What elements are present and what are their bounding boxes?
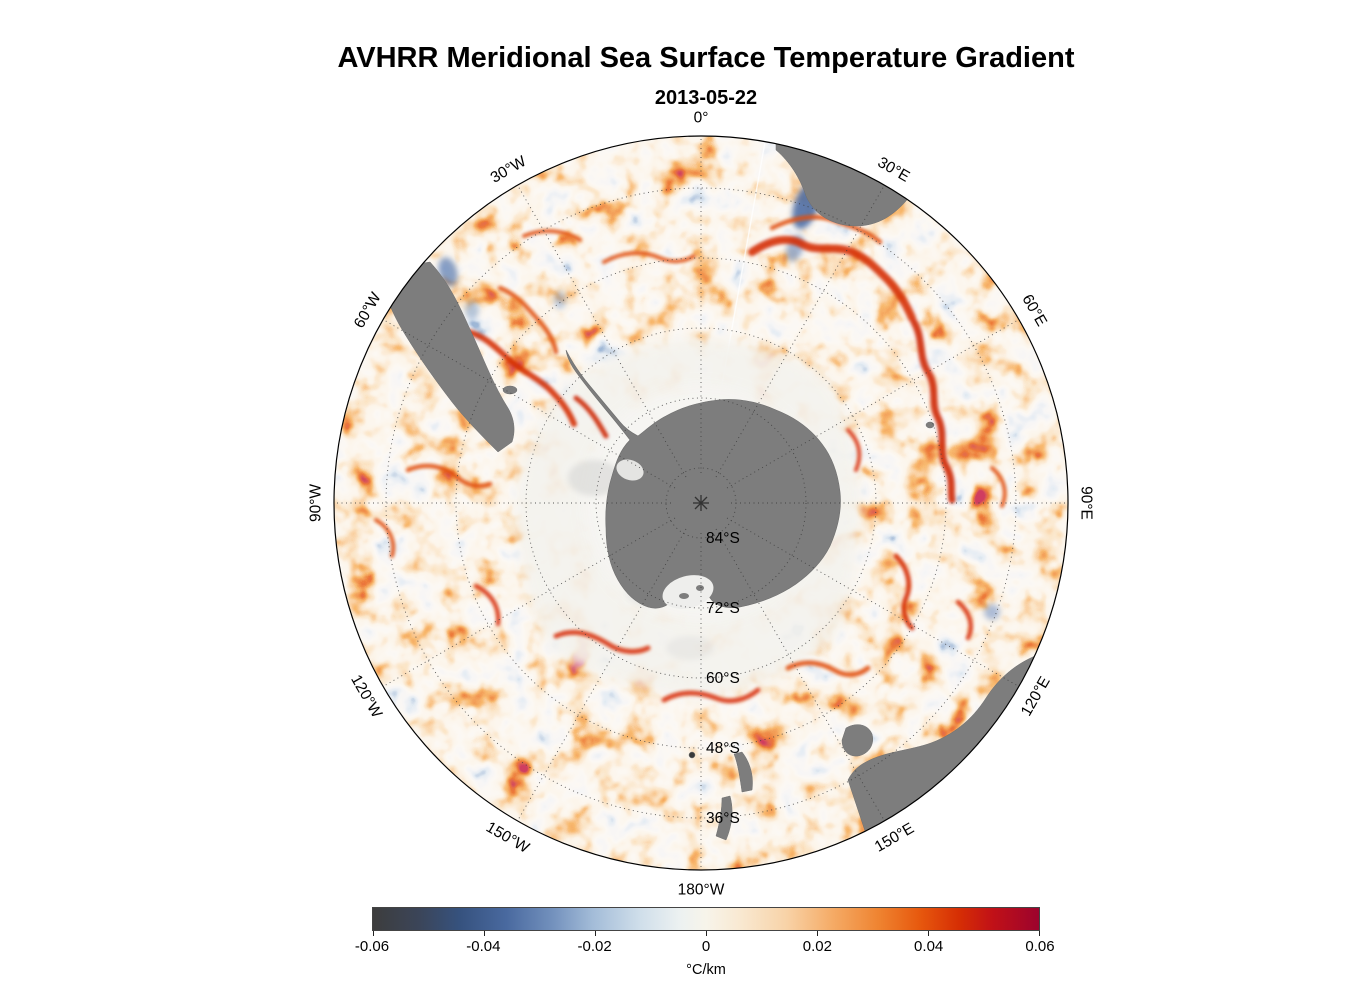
meridian-label-60e: 60°E — [1018, 292, 1050, 330]
map-boundary-circle — [333, 135, 1069, 871]
colorbar-tickmark — [484, 931, 485, 936]
colorbar-unit-label: °C/km — [686, 962, 726, 978]
parallel-label-60s: 60°S — [706, 670, 740, 687]
pole-marker — [693, 495, 709, 511]
parallel-label-84s: 84°S — [706, 530, 740, 547]
meridian-label-0: 0° — [694, 109, 709, 126]
meridian-label-150e: 150°E — [872, 820, 917, 856]
meridian-label-90e: 90°E — [1078, 486, 1095, 520]
page-title: AVHRR Meridional Sea Surface Temperature… — [337, 42, 1075, 74]
colorbar-tick-label: -0.04 — [466, 938, 501, 955]
parallel-label-48s: 48°S — [706, 740, 740, 757]
landmass-falkland-islands — [502, 385, 518, 395]
meridian-label-90w: 90°W — [307, 484, 324, 522]
colorbar-gradient — [372, 907, 1040, 936]
colorbar-tick-label: -0.06 — [354, 938, 390, 955]
landmass-small-island — [688, 751, 696, 759]
colorbar-tickmark — [927, 931, 929, 936]
date-subtitle: 2013-05-22 — [654, 87, 758, 109]
colorbar-tick-label: 0.06 — [1025, 938, 1055, 955]
colorbar-tickmark — [706, 931, 707, 936]
colorbar-tickmark — [1039, 931, 1040, 936]
landmass-south-america — [379, 261, 515, 453]
meridian-label-180w: 180°W — [678, 881, 725, 898]
colorbar-tick-label: 0.04 — [914, 938, 944, 955]
colorbar-tickmark — [373, 931, 374, 936]
parallel-labels: 84°S 72°S 60°S 48°S 36°S — [706, 530, 740, 827]
parallel-label-72s: 72°S — [706, 600, 740, 617]
colorbar-ticks: -0.06 -0.04 -0.02 0 0.02 0.04 0.06 — [355, 938, 1055, 958]
colorbar-tick-label: 0 — [701, 938, 711, 955]
colorbar-tickmark — [594, 931, 596, 936]
colorbar-tick-label: -0.02 — [577, 938, 612, 955]
colorbar-tick-label: 0.02 — [802, 938, 832, 955]
front-filaments — [374, 215, 1007, 704]
parallel-label-36s: 36°S — [706, 810, 740, 827]
meridian-label-30e: 30°E — [875, 154, 913, 186]
landmass-kerguelen — [925, 421, 935, 429]
meridian-label-120e: 120°E — [1018, 674, 1054, 719]
landmass-new-zealand-north-island — [715, 795, 733, 841]
landmass-new-zealand-south-island — [733, 751, 753, 793]
landmass-tasmania — [841, 724, 873, 757]
graticule — [335, 137, 1067, 869]
colorbar-tickmark — [817, 931, 818, 936]
landmass-antarctica — [565, 349, 841, 609]
